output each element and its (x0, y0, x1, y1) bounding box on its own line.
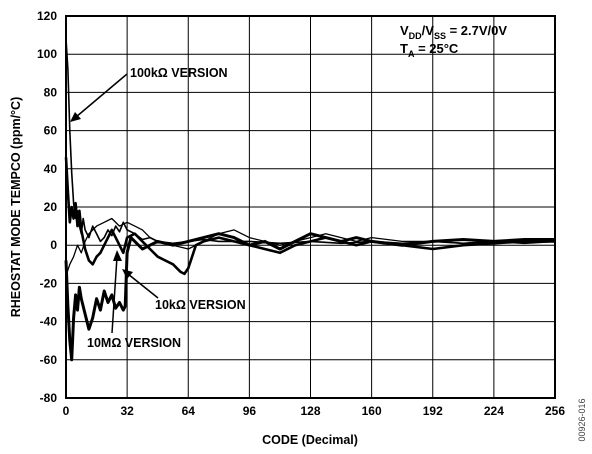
y-tick-label: 120 (37, 9, 57, 23)
arrowhead-100k (70, 112, 81, 122)
y-tick-label: 80 (44, 85, 58, 99)
x-tick-label: 64 (182, 404, 196, 418)
vdd-sep: /V (422, 23, 435, 38)
y-tick-label: -40 (40, 315, 58, 329)
x-tick-label: 224 (484, 404, 504, 418)
x-tick-label: 32 (120, 404, 134, 418)
plot-frame (65, 15, 556, 399)
tick-labels: 0 32 64 96 128 160 192 224 256 -80 -60 -40 -20 0 20 40 6… (37, 9, 565, 418)
x-tick-label: 96 (243, 404, 257, 418)
series-lines (64, 38, 556, 362)
x-tick-label: 128 (300, 404, 320, 418)
y-tick-label: -60 (40, 353, 58, 367)
annotation-100k: 100kΩ VERSION (130, 66, 228, 80)
side-label: 00926-016 (577, 398, 587, 441)
vdd-value: = 2.7V/0V (446, 23, 507, 38)
y-tick-label: 20 (44, 200, 58, 214)
annotation-10k: 10kΩ VERSION (155, 298, 246, 312)
ta-value: = 25°C (414, 41, 458, 56)
y-tick-label: 100 (37, 47, 57, 61)
series-line-3 (64, 232, 555, 362)
arrow-10m (111, 256, 118, 334)
y-tick-label: 40 (44, 162, 58, 176)
arrowhead-10k (122, 269, 133, 279)
vdd-sub-ss: SS (434, 31, 446, 41)
annotation-10m: 10MΩ VERSION (87, 336, 181, 350)
arrow-10k (127, 273, 159, 299)
y-axis-label: RHEOSTAT MODE TEMPCO (ppm/°C) (9, 97, 23, 318)
vdd-main: V (400, 23, 409, 38)
arrowhead-10m (113, 250, 122, 261)
y-tick-label: -80 (40, 391, 58, 405)
x-tick-label: 192 (423, 404, 443, 418)
x-tick-label: 256 (545, 404, 565, 418)
vdd-sub-dd: DD (409, 31, 422, 41)
vdd-condition: VDD/VSS = 2.7V/0V (400, 23, 507, 41)
x-tick-label: 160 (362, 404, 382, 418)
ta-condition: TA = 25°C (400, 41, 459, 59)
ta-sub: A (408, 49, 415, 59)
series-line-4 (65, 217, 555, 277)
y-tick-label: 0 (50, 238, 57, 252)
y-tick-label: -20 (40, 276, 58, 290)
arrow-100k (75, 73, 128, 118)
x-tick-label: 0 (63, 404, 70, 418)
x-axis-label: CODE (Decimal) (262, 433, 358, 447)
y-tick-label: 60 (44, 124, 58, 138)
ta-main: T (400, 41, 408, 56)
